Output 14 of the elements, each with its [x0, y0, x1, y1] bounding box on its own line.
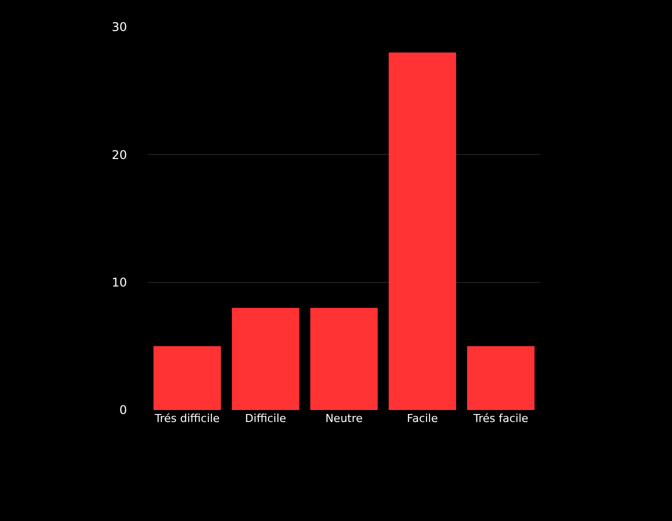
bar — [232, 308, 300, 410]
x-tick-label: Trés facile — [472, 412, 528, 425]
x-tick-label: Neutre — [325, 412, 363, 425]
bar — [153, 346, 221, 410]
bar — [388, 52, 456, 410]
x-tick-label: Difficile — [245, 412, 286, 425]
bar — [310, 308, 378, 410]
x-tick-label: Facile — [406, 412, 438, 425]
x-tick-label: Trés difficile — [154, 412, 220, 425]
y-tick-label: 30 — [112, 20, 127, 34]
bar — [467, 346, 535, 410]
y-tick-label: 10 — [112, 276, 127, 290]
y-tick-label: 20 — [112, 148, 127, 162]
y-tick-label: 0 — [119, 403, 127, 418]
